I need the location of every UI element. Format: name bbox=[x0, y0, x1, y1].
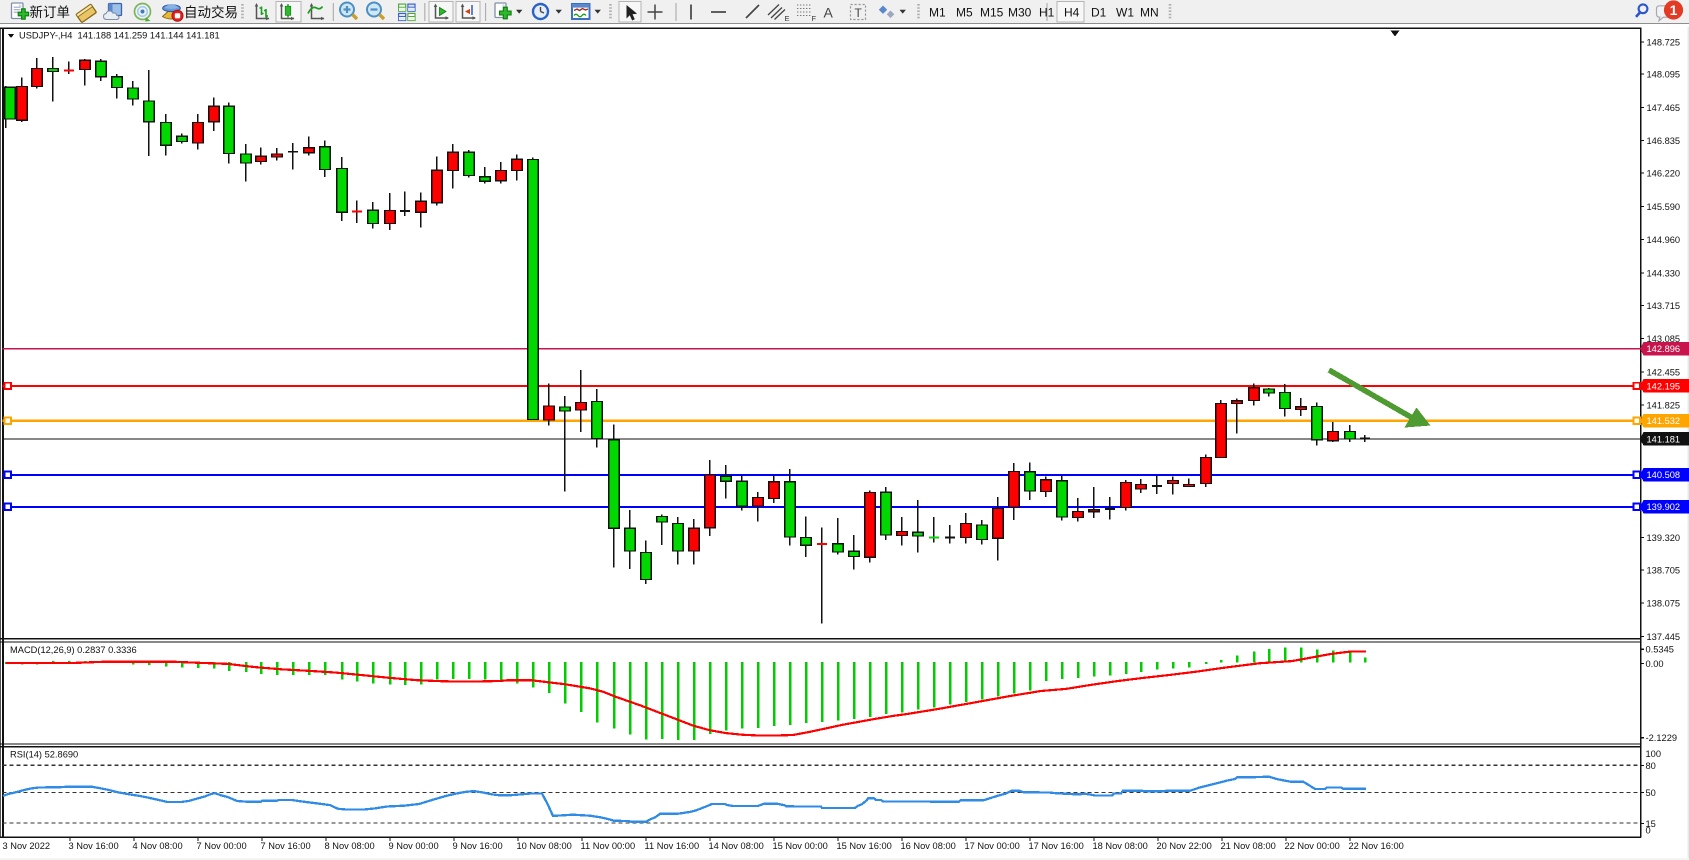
svg-text:144.960: 144.960 bbox=[1647, 235, 1681, 245]
svg-text:7 Nov 00:00: 7 Nov 00:00 bbox=[197, 841, 247, 851]
svg-text:14 Nov 08:00: 14 Nov 08:00 bbox=[709, 841, 764, 851]
svg-text:146.835: 146.835 bbox=[1647, 136, 1681, 146]
svg-text:H1: H1 bbox=[1039, 6, 1055, 20]
svg-text:142.195: 142.195 bbox=[1647, 381, 1681, 391]
svg-text:3 Nov 2022: 3 Nov 2022 bbox=[3, 841, 51, 851]
svg-text:141.532: 141.532 bbox=[1647, 416, 1681, 426]
svg-text:143.085: 143.085 bbox=[1647, 334, 1681, 344]
svg-text:137.445: 137.445 bbox=[1647, 632, 1681, 642]
svg-text:0: 0 bbox=[1646, 826, 1651, 836]
svg-text:18 Nov 08:00: 18 Nov 08:00 bbox=[1093, 841, 1148, 851]
svg-text:11 Nov 00:00: 11 Nov 00:00 bbox=[581, 841, 636, 851]
svg-text:145.590: 145.590 bbox=[1647, 202, 1681, 212]
svg-text:0.00: 0.00 bbox=[1646, 659, 1664, 669]
svg-text:138.705: 138.705 bbox=[1647, 565, 1681, 575]
svg-text:M30: M30 bbox=[1008, 6, 1032, 20]
svg-text:141.181: 141.181 bbox=[1647, 434, 1681, 444]
svg-text:M15: M15 bbox=[980, 6, 1004, 20]
svg-text:50: 50 bbox=[1646, 788, 1656, 798]
svg-text:146.220: 146.220 bbox=[1647, 169, 1681, 179]
svg-text:22 Nov 00:00: 22 Nov 00:00 bbox=[1285, 841, 1340, 851]
svg-text:1: 1 bbox=[1670, 2, 1678, 18]
svg-text:139.902: 139.902 bbox=[1647, 502, 1681, 512]
svg-text:17 Nov 16:00: 17 Nov 16:00 bbox=[1029, 841, 1084, 851]
svg-text:4 Nov 08:00: 4 Nov 08:00 bbox=[133, 841, 183, 851]
svg-text:9 Nov 00:00: 9 Nov 00:00 bbox=[389, 841, 439, 851]
svg-text:-2.1229: -2.1229 bbox=[1646, 733, 1678, 743]
svg-text:21 Nov 08:00: 21 Nov 08:00 bbox=[1221, 841, 1276, 851]
svg-text:7 Nov 16:00: 7 Nov 16:00 bbox=[261, 841, 311, 851]
svg-text:138.075: 138.075 bbox=[1647, 599, 1681, 609]
svg-text:T: T bbox=[855, 6, 863, 20]
svg-text:10 Nov 08:00: 10 Nov 08:00 bbox=[517, 841, 572, 851]
svg-text:W1: W1 bbox=[1116, 6, 1134, 20]
svg-text:148.095: 148.095 bbox=[1647, 70, 1681, 80]
svg-text:15 Nov 16:00: 15 Nov 16:00 bbox=[837, 841, 892, 851]
svg-text:143.715: 143.715 bbox=[1647, 301, 1681, 311]
svg-text:F: F bbox=[812, 14, 817, 23]
svg-text:M5: M5 bbox=[956, 6, 973, 20]
svg-text:H4: H4 bbox=[1064, 6, 1080, 20]
svg-text:20 Nov 22:00: 20 Nov 22:00 bbox=[1157, 841, 1212, 851]
svg-text:新订单: 新订单 bbox=[30, 5, 71, 20]
svg-text:16 Nov 08:00: 16 Nov 08:00 bbox=[901, 841, 956, 851]
svg-text:自动交易: 自动交易 bbox=[184, 4, 238, 20]
svg-text:MACD(12,26,9) 0.2837 0.3336: MACD(12,26,9) 0.2837 0.3336 bbox=[10, 645, 137, 655]
svg-text:9 Nov 16:00: 9 Nov 16:00 bbox=[453, 841, 503, 851]
svg-text:147.465: 147.465 bbox=[1647, 103, 1681, 113]
svg-text:140.508: 140.508 bbox=[1647, 470, 1681, 480]
svg-text:80: 80 bbox=[1646, 761, 1656, 771]
svg-text:0.5345: 0.5345 bbox=[1646, 645, 1674, 655]
svg-text:139.320: 139.320 bbox=[1647, 533, 1681, 543]
svg-text:8 Nov 08:00: 8 Nov 08:00 bbox=[325, 841, 375, 851]
svg-text:144.330: 144.330 bbox=[1647, 268, 1681, 278]
svg-text:RSI(14) 52.8690: RSI(14) 52.8690 bbox=[10, 749, 78, 759]
svg-text:17 Nov 00:00: 17 Nov 00:00 bbox=[965, 841, 1020, 851]
svg-text:148.725: 148.725 bbox=[1647, 37, 1681, 47]
svg-text:142.455: 142.455 bbox=[1647, 367, 1681, 377]
svg-text:100: 100 bbox=[1646, 749, 1662, 759]
svg-text:141.825: 141.825 bbox=[1647, 401, 1681, 411]
svg-text:22 Nov 16:00: 22 Nov 16:00 bbox=[1349, 841, 1404, 851]
svg-text:15 Nov 00:00: 15 Nov 00:00 bbox=[773, 841, 828, 851]
svg-text:3 Nov 16:00: 3 Nov 16:00 bbox=[69, 841, 119, 851]
svg-text:MN: MN bbox=[1140, 6, 1159, 20]
svg-text:E: E bbox=[785, 14, 790, 23]
svg-text:M1: M1 bbox=[929, 6, 946, 20]
svg-text:142.896: 142.896 bbox=[1647, 344, 1681, 354]
svg-text:D1: D1 bbox=[1091, 6, 1107, 20]
svg-text:11 Nov 16:00: 11 Nov 16:00 bbox=[645, 841, 700, 851]
svg-text:A: A bbox=[824, 5, 834, 21]
svg-text:15: 15 bbox=[1646, 819, 1656, 829]
svg-text:USDJPY-,H4 141.188 141.259 14: USDJPY-,H4 141.188 141.259 141.144 141.1… bbox=[19, 31, 220, 41]
